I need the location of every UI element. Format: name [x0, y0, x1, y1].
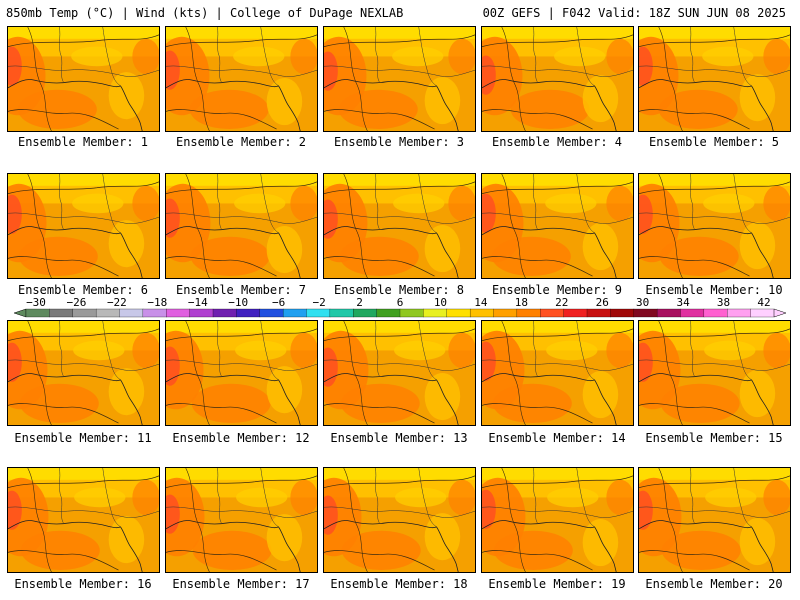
- ensemble-map-panel: [323, 320, 476, 426]
- ensemble-member-label: Ensemble Member: 16: [14, 577, 152, 591]
- colorbar-tick-label: −6: [272, 297, 285, 309]
- ensemble-map-panel: [481, 173, 634, 279]
- valid-time-label: 00Z GEFS | F042 Valid: 18Z SUN JUN 08 20…: [482, 6, 786, 20]
- ensemble-map-panel: [165, 173, 318, 279]
- ensemble-map-panel: [481, 467, 634, 573]
- ensemble-member-label: Ensemble Member: 13: [330, 431, 468, 445]
- colorbar-swatch: [329, 308, 354, 318]
- ensemble-member-label: Ensemble Member: 9: [491, 283, 623, 297]
- colorbar-swatch: [563, 308, 588, 318]
- colorbar-tick-label: 18: [515, 297, 528, 309]
- colorbar-swatch: [750, 308, 775, 318]
- colorbar-tick-label: −14: [188, 297, 208, 309]
- colorbar-swatch: [610, 308, 635, 318]
- ensemble-map-panel: [323, 26, 476, 132]
- map-title: 850mb Temp (°C) | Wind (kts) | College o…: [6, 6, 404, 20]
- ensemble-member-label: Ensemble Member: 2: [175, 135, 307, 149]
- colorbar-swatch: [236, 308, 261, 318]
- colorbar-tick-label: 38: [717, 297, 730, 309]
- ensemble-member-label: Ensemble Member: 7: [175, 283, 307, 297]
- ensemble-map-panel: [7, 26, 160, 132]
- ensemble-member-label: Ensemble Member: 20: [645, 577, 783, 591]
- colorbar-min-arrow: [13, 308, 27, 318]
- ensemble-member-label: Ensemble Member: 3: [333, 135, 465, 149]
- colorbar-tick-label: −18: [147, 297, 167, 309]
- ensemble-member-label: Ensemble Member: 5: [648, 135, 780, 149]
- ensemble-map-panel: [481, 320, 634, 426]
- colorbar-tick-label: 6: [397, 297, 404, 309]
- colorbar-swatch: [212, 308, 237, 318]
- colorbar-swatch: [680, 308, 705, 318]
- ensemble-member-label: Ensemble Member: 18: [330, 577, 468, 591]
- ensemble-member-label: Ensemble Member: 19: [488, 577, 626, 591]
- colorbar-swatch: [656, 308, 681, 318]
- ensemble-map-panel: [7, 320, 160, 426]
- colorbar-swatch: [727, 308, 752, 318]
- colorbar-swatch: [469, 308, 494, 318]
- colorbar-tick-label: 42: [757, 297, 770, 309]
- ensemble-map-panel: [481, 26, 634, 132]
- ensemble-member-label: Ensemble Member: 12: [172, 431, 310, 445]
- colorbar-swatch: [72, 308, 97, 318]
- colorbar-swatch: [423, 308, 448, 318]
- colorbar-swatch: [516, 308, 541, 318]
- colorbar-swatch: [353, 308, 378, 318]
- ensemble-map-panel: [638, 173, 791, 279]
- ensemble-member-label: Ensemble Member: 4: [491, 135, 623, 149]
- ensemble-map-panel: [638, 467, 791, 573]
- colorbar-tick-label: 30: [636, 297, 649, 309]
- colorbar-swatch: [166, 308, 191, 318]
- temperature-colorbar: −30 −26 −22 −18 −14 −10 −6 −2 2 6 10 14 18 22 26 30 34 38…: [13, 297, 787, 318]
- ensemble-map-panel: [165, 26, 318, 132]
- ensemble-map-panel: [7, 467, 160, 573]
- colorbar-swatch: [259, 308, 284, 318]
- ensemble-member-label: Ensemble Member: 1: [17, 135, 149, 149]
- ensemble-member-label: Ensemble Member: 8: [333, 283, 465, 297]
- colorbar-tick-label: 10: [434, 297, 447, 309]
- colorbar-tick-label: 22: [555, 297, 568, 309]
- ensemble-member-label: Ensemble Member: 15: [645, 431, 783, 445]
- colorbar-swatch: [25, 308, 50, 318]
- ensemble-member-label: Ensemble Member: 17: [172, 577, 310, 591]
- colorbar-swatch: [282, 308, 307, 318]
- colorbar-swatch: [119, 308, 144, 318]
- ensemble-map-panel: [7, 173, 160, 279]
- colorbar-tick-label: 26: [596, 297, 609, 309]
- colorbar-swatch: [142, 308, 167, 318]
- ensemble-map-panel: [323, 467, 476, 573]
- colorbar-swatch: [376, 308, 401, 318]
- colorbar-swatch: [586, 308, 611, 318]
- colorbar-swatch: [633, 308, 658, 318]
- ensemble-member-label: Ensemble Member: 11: [14, 431, 152, 445]
- ensemble-member-label: Ensemble Member: 6: [17, 283, 149, 297]
- colorbar-swatch: [540, 308, 565, 318]
- colorbar-swatch: [49, 308, 74, 318]
- ensemble-member-label: Ensemble Member: 10: [645, 283, 783, 297]
- colorbar-tick-label: 34: [676, 297, 690, 309]
- colorbar-swatch: [399, 308, 424, 318]
- ensemble-map-panel: [165, 467, 318, 573]
- ensemble-map-panel: [323, 173, 476, 279]
- colorbar-swatch: [703, 308, 728, 318]
- colorbar-swatch: [189, 308, 214, 318]
- colorbar-swatch: [446, 308, 471, 318]
- colorbar-tick-label: −30: [26, 297, 46, 309]
- colorbar-tick-label: 2: [356, 297, 363, 309]
- ensemble-map-panel: [638, 26, 791, 132]
- ensemble-map-panel: [638, 320, 791, 426]
- colorbar-tick-label: −22: [107, 297, 127, 309]
- colorbar-tick-label: −26: [67, 297, 87, 309]
- colorbar-tick-label: −2: [312, 297, 325, 309]
- colorbar-tick-label: −10: [228, 297, 248, 309]
- ensemble-member-label: Ensemble Member: 14: [488, 431, 626, 445]
- colorbar-max-arrow: [773, 308, 787, 318]
- colorbar-swatch: [306, 308, 331, 318]
- colorbar-swatch: [95, 308, 120, 318]
- colorbar-swatch: [493, 308, 518, 318]
- ensemble-map-panel: [165, 320, 318, 426]
- colorbar-tick-label: 14: [474, 297, 488, 309]
